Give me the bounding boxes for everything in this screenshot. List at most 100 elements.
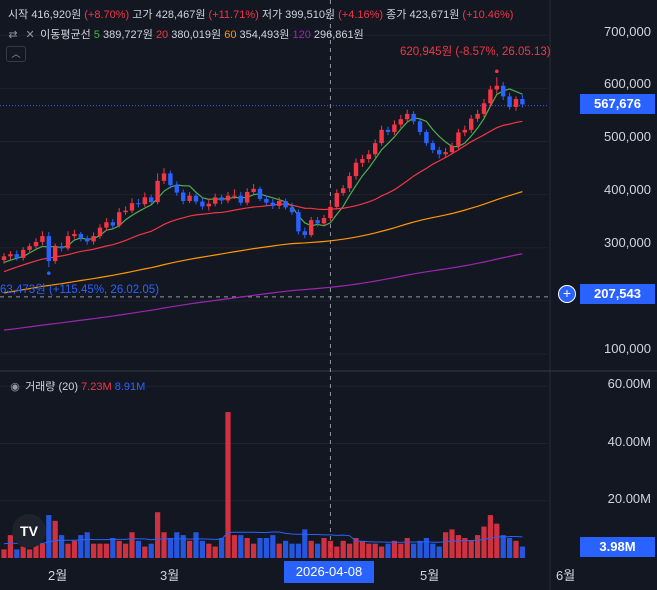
volume-bar: [244, 537, 250, 558]
candle-body: [366, 154, 371, 160]
candle: [219, 194, 224, 205]
candle-body: [245, 192, 250, 203]
candle: [366, 150, 371, 163]
candle-body: [481, 103, 487, 114]
candle: [59, 242, 64, 252]
ma120-line: [3, 253, 523, 331]
x-axis-label: 6월: [556, 568, 576, 583]
volume-bar: [129, 532, 135, 558]
crosshair-date-tag: 2026-04-08: [284, 561, 374, 583]
candle-body: [341, 188, 346, 194]
candle-body: [251, 188, 256, 192]
volume-bar: [7, 535, 13, 558]
candle: [315, 216, 320, 227]
volume-bar: [270, 535, 276, 558]
candle: [33, 238, 39, 249]
close-value: 423,671원: [409, 9, 460, 21]
volume-bar: [379, 546, 385, 558]
volume-bar: [187, 540, 193, 558]
volume-bar: [65, 543, 71, 558]
candle-body: [283, 201, 288, 208]
candle-body: [501, 85, 506, 97]
last-volume-tag: 3.98M: [580, 537, 655, 557]
candle-body: [97, 227, 103, 237]
candle: [520, 94, 525, 108]
candle-body: [315, 220, 320, 224]
open-label: 시작: [8, 9, 29, 21]
volume-bar: [295, 543, 301, 558]
volume-bar: [334, 546, 340, 558]
overlay-layer: [47, 69, 499, 275]
candle-body: [40, 236, 45, 242]
candle-body: [264, 198, 269, 203]
volume-bar: [97, 543, 103, 558]
candle: [456, 128, 461, 149]
candle-body: [200, 201, 205, 207]
candle: [200, 197, 205, 210]
volume-bar: [84, 532, 90, 558]
candle-body: [520, 99, 525, 105]
volume-bar: [225, 412, 231, 558]
volume-bar: [308, 540, 314, 558]
low-label: 저가: [261, 9, 283, 21]
candle-body: [110, 222, 115, 226]
candle-body: [257, 188, 263, 199]
candle: [155, 173, 160, 205]
volume-bar: [52, 520, 58, 558]
low-value: 399,510원: [285, 9, 336, 21]
candle-body: [155, 180, 160, 203]
volume-ma-line: [3, 531, 523, 545]
price-axis-label: 600,000: [604, 76, 651, 91]
volume-bar: [20, 546, 26, 558]
candle: [110, 219, 115, 229]
volume-bar: [283, 540, 289, 558]
volume-bar: [366, 543, 372, 558]
candle: [469, 114, 474, 134]
candle: [347, 172, 352, 192]
low-marker-label: 63,473원 (+115.45%, 26.02.05): [0, 284, 160, 296]
candle: [430, 140, 435, 154]
collapse-icon[interactable]: ︿: [6, 46, 26, 62]
candle-body: [168, 173, 173, 186]
candle-body: [411, 113, 416, 122]
candle-body: [78, 233, 83, 239]
visibility-toggle-icon[interactable]: ⇄: [8, 29, 18, 41]
tradingview-logo-icon[interactable]: TV: [12, 514, 46, 548]
candle: [475, 109, 480, 122]
candle-layer: [1, 77, 525, 268]
volume-bar: [462, 537, 468, 558]
candle: [85, 235, 90, 245]
candle-body: [14, 254, 19, 258]
volume-bar: [513, 540, 519, 558]
price-axis-label: 700,000: [604, 24, 651, 39]
volume-bar: [206, 543, 212, 558]
candle: [277, 197, 282, 210]
volume-bar: [59, 535, 65, 558]
eye-icon[interactable]: ◉: [10, 381, 20, 393]
volume-bar: [161, 532, 167, 558]
add-alert-icon[interactable]: +: [558, 285, 576, 303]
candle: [443, 147, 448, 158]
volume-bar: [494, 523, 500, 558]
volume-bar: [33, 540, 39, 558]
candle-body: [405, 113, 410, 120]
volume-bar: [302, 529, 308, 558]
candle-body: [373, 143, 378, 155]
volume-bar: [507, 537, 513, 558]
candle: [379, 125, 384, 146]
volume-bar: [321, 537, 327, 558]
volume-bar: [251, 543, 257, 558]
candle: [193, 193, 199, 205]
volume-bar: [475, 535, 481, 558]
candle: [289, 202, 295, 215]
candle-body: [181, 192, 186, 202]
candle: [168, 170, 173, 189]
candle: [321, 214, 327, 227]
close-icon[interactable]: ✕: [25, 29, 35, 41]
volume-bar: [167, 537, 173, 558]
volume-bar: [481, 526, 487, 558]
candle: [257, 186, 263, 202]
volume-bar: [519, 546, 525, 558]
